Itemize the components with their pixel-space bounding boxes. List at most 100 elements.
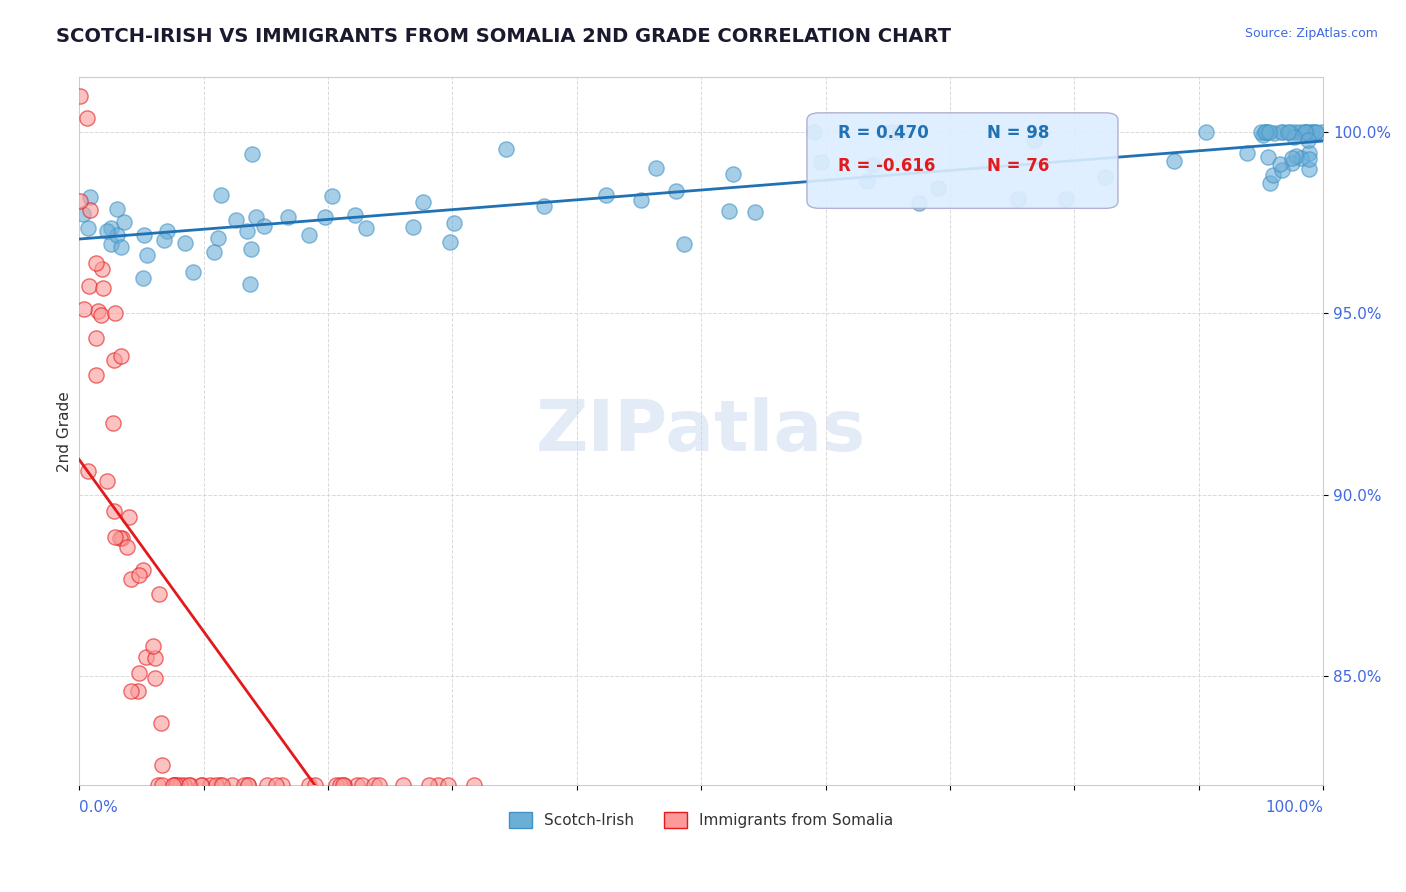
Point [169, 778, 191, 792]
Point [630, 194, 652, 208]
Point [645, 161, 668, 176]
Point [239, 242, 262, 256]
Y-axis label: 2nd Grade: 2nd Grade [58, 391, 72, 472]
Point [889, 125, 911, 139]
Point [1007, 192, 1029, 206]
Point [202, 245, 225, 260]
Point [135, 650, 157, 665]
Point [238, 778, 260, 792]
Point [803, 125, 825, 139]
Point [1295, 125, 1317, 139]
Point [744, 205, 766, 219]
Point [173, 235, 195, 250]
Point [350, 778, 373, 792]
Point [354, 220, 377, 235]
Point [179, 778, 201, 792]
Point [240, 147, 263, 161]
Point [245, 210, 267, 224]
Point [100, 237, 122, 252]
Point [1236, 146, 1258, 161]
Point [207, 231, 229, 245]
Point [277, 211, 299, 225]
Point [325, 778, 347, 792]
Point [190, 778, 212, 792]
Point [1271, 163, 1294, 178]
Point [1299, 125, 1322, 139]
Legend: Scotch-Irish, Immigrants from Somalia: Scotch-Irish, Immigrants from Somalia [502, 805, 900, 834]
Point [146, 778, 169, 792]
Point [69, 88, 91, 103]
Point [673, 236, 696, 251]
Point [346, 778, 368, 792]
Point [297, 778, 319, 792]
Point [1298, 152, 1320, 166]
Point [162, 778, 184, 792]
Point [209, 188, 232, 202]
Point [135, 248, 157, 262]
Point [1258, 176, 1281, 190]
Point [1257, 150, 1279, 164]
Point [533, 199, 555, 213]
Point [1298, 133, 1320, 147]
Point [314, 210, 336, 224]
Point [96, 475, 118, 489]
Point [1312, 125, 1334, 139]
Point [149, 715, 172, 730]
Text: 100.0%: 100.0% [1265, 799, 1323, 814]
Point [142, 639, 165, 653]
Point [321, 188, 343, 202]
Point [401, 219, 423, 234]
Point [112, 215, 135, 229]
Text: R = -0.616: R = -0.616 [838, 157, 935, 175]
Point [163, 778, 186, 792]
Text: N = 98: N = 98 [987, 124, 1050, 142]
Point [181, 265, 204, 279]
Point [150, 778, 173, 792]
Point [1195, 125, 1218, 139]
Point [111, 531, 134, 545]
Point [721, 167, 744, 181]
Point [132, 564, 155, 578]
Point [907, 196, 929, 211]
Point [1301, 125, 1323, 139]
Point [1285, 149, 1308, 163]
Point [238, 778, 260, 792]
Point [200, 778, 222, 792]
Point [332, 778, 354, 792]
Point [91, 281, 114, 295]
Point [100, 220, 122, 235]
Point [221, 778, 243, 792]
Point [1281, 151, 1303, 165]
Point [127, 684, 149, 698]
Point [76, 112, 98, 126]
Point [437, 778, 460, 792]
Point [103, 352, 125, 367]
Point [211, 778, 233, 792]
Point [1303, 125, 1326, 139]
Point [1024, 133, 1046, 147]
Point [270, 778, 292, 792]
Point [73, 301, 96, 316]
Point [77, 464, 100, 478]
Point [105, 202, 128, 217]
Point [256, 778, 278, 792]
Text: ZIPatlas: ZIPatlas [536, 397, 866, 466]
Point [1294, 125, 1316, 139]
Point [1254, 125, 1277, 139]
Point [1298, 145, 1320, 160]
Point [190, 778, 212, 792]
Point [1305, 125, 1327, 139]
Point [120, 683, 142, 698]
Point [344, 208, 367, 222]
Point [79, 190, 101, 204]
Point [665, 184, 688, 198]
Point [235, 224, 257, 238]
Point [1281, 156, 1303, 170]
Point [91, 262, 114, 277]
Point [1272, 125, 1295, 139]
Point [103, 503, 125, 517]
Point [1282, 129, 1305, 144]
Point [333, 778, 356, 792]
Point [392, 778, 415, 792]
Point [439, 235, 461, 250]
